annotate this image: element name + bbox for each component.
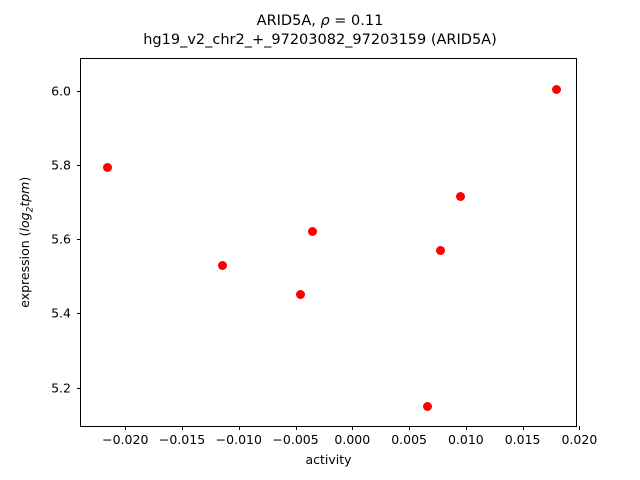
chart-title-line-2: hg19_v2_chr2_+_97203082_97203159 (ARID5A… — [143, 32, 497, 48]
scatter-point — [295, 289, 305, 299]
scatter-point — [455, 191, 465, 201]
x-axis-tick — [579, 426, 581, 430]
x-axis-label: activity — [305, 452, 352, 467]
x-axis-tick — [522, 426, 524, 430]
y-axis-tick — [77, 165, 81, 167]
y-axis-tick-label: 5.4 — [51, 305, 71, 321]
x-axis-tick-label: −0.020 — [102, 432, 149, 447]
chart-title: ARID5A, ρ = 0.11 hg19_v2_chr2_+_97203082… — [0, 12, 640, 50]
scatter-point — [552, 85, 562, 95]
y-axis-tick-label: 5.2 — [51, 380, 71, 396]
x-axis-tick — [182, 426, 184, 430]
y-axis-tick — [77, 313, 81, 315]
x-axis-tick — [238, 426, 240, 430]
y-axis-tick-label: 6.0 — [51, 83, 71, 99]
x-axis-tick-label: −0.005 — [272, 432, 319, 447]
y-axis-label-math-tail: tpm — [16, 181, 32, 207]
scatter-point — [218, 260, 228, 270]
chart-title-rho-value: = 0.11 — [329, 13, 384, 29]
y-axis-label: expression (log2tpm) — [16, 58, 36, 427]
x-axis-tick — [352, 426, 354, 430]
y-axis-tick — [77, 239, 81, 241]
y-axis-label-math: log — [16, 212, 32, 232]
scatter-point — [102, 162, 112, 172]
y-axis-label-math-sub: 2 — [25, 206, 36, 213]
y-axis-tick — [77, 91, 81, 93]
rho-symbol: ρ — [320, 13, 330, 29]
chart-title-gene-rho-prefix: ARID5A, — [256, 13, 321, 29]
x-axis-tick-label: 0.015 — [504, 432, 541, 447]
scatter-point — [422, 402, 432, 412]
scatter-point — [436, 245, 446, 255]
x-axis-tick-label: 0.005 — [391, 432, 427, 447]
x-axis-tick — [465, 426, 467, 430]
plot-axes-frame: −0.020 −0.015 −0.010 −0.005 0.000 0.005 0.010 0… — [51, 58, 597, 447]
y-axis-tick — [77, 387, 81, 389]
scatter-plot-area — [81, 59, 576, 426]
scatter-point — [308, 226, 318, 236]
y-axis-label-prefix: expression ( — [16, 231, 32, 308]
x-axis-tick-label: −0.010 — [215, 432, 262, 447]
x-axis-tick-label: 0.000 — [334, 432, 371, 447]
x-axis-tick-label: 0.010 — [447, 432, 484, 447]
x-axis-tick — [409, 426, 411, 430]
y-axis-tick-label: 5.6 — [51, 231, 71, 247]
x-axis-tick-label: −0.015 — [158, 432, 206, 447]
chart-title-line-1: ARID5A, ρ = 0.11 — [0, 12, 640, 31]
x-axis-tick-label: 0.020 — [561, 432, 598, 447]
y-axis-tick-label: 5.8 — [51, 157, 71, 173]
y-axis-label-suffix: ) — [16, 177, 32, 182]
x-axis-tick — [295, 426, 297, 430]
x-axis-tick — [125, 426, 127, 430]
